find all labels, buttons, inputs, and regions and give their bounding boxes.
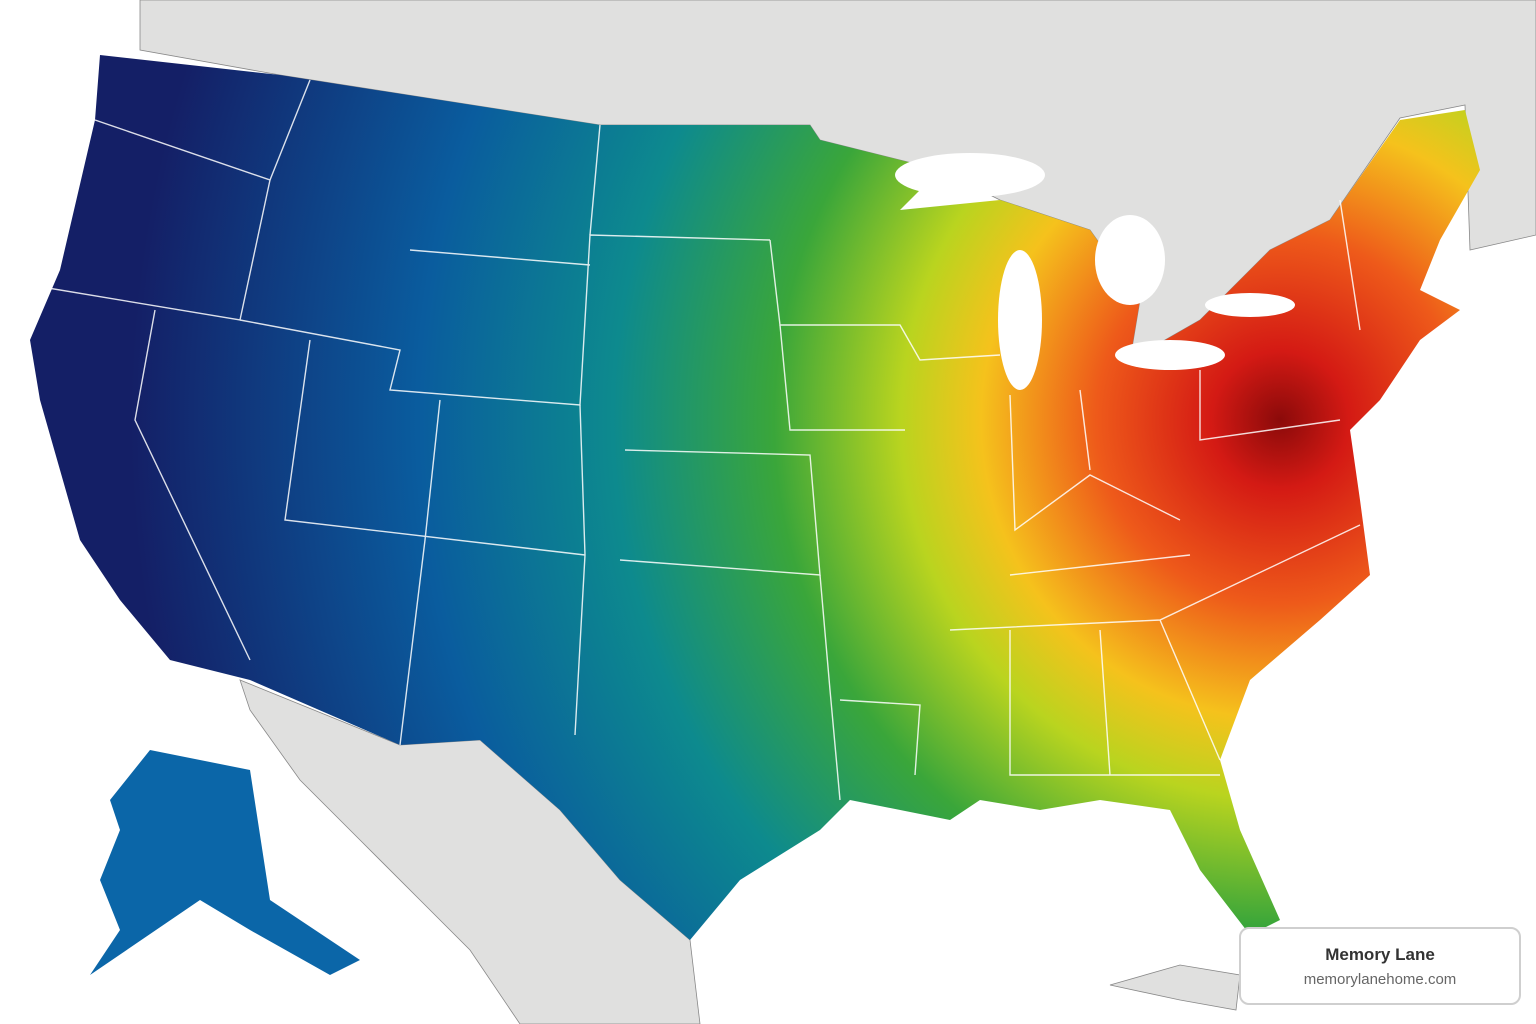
mexico-land xyxy=(239,679,701,1024)
attribution-card: Memory Lane memorylanehome.com xyxy=(1239,927,1521,1005)
state-borders xyxy=(29,79,1361,801)
caribbean-land xyxy=(1109,964,1241,1011)
great-lakes xyxy=(895,153,1295,390)
attribution-title: Memory Lane xyxy=(1325,945,1435,964)
attribution-url: memorylanehome.com xyxy=(1303,971,1457,988)
alaska xyxy=(90,750,360,975)
